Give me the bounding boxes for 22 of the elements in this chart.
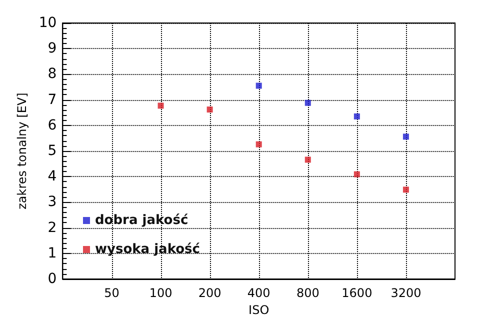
y-axis-title: zakres tonalny [EV] [15, 92, 29, 210]
legend-label: wysoka jakość [95, 242, 200, 257]
x-tick-label: 800 [296, 286, 320, 300]
y-tick-label: 5 [48, 143, 57, 159]
y-tick-label: 4 [48, 168, 57, 185]
y-tick-label: 0 [48, 271, 57, 287]
y-tick-label: 10 [38, 15, 57, 31]
y-tick-label: 3 [48, 194, 57, 210]
y-tick-label: 9 [48, 40, 57, 57]
x-tick-label: 200 [198, 286, 222, 300]
y-tick-label: 8 [48, 66, 57, 82]
y-tick-label: 1 [48, 245, 57, 262]
x-tick-label: 400 [247, 286, 270, 300]
x-tick-label: 50 [104, 286, 120, 300]
x-tick-label: 3200 [390, 286, 422, 300]
x-tick-label: 100 [149, 286, 172, 300]
y-tick-label: 6 [48, 117, 57, 134]
y-tick-label: 2 [48, 220, 57, 236]
y-tick-label: 7 [48, 92, 57, 108]
x-axis-title: ISO [248, 302, 270, 317]
legend-label: dobra jakość [95, 213, 188, 228]
x-tick-label: 1600 [342, 286, 372, 300]
